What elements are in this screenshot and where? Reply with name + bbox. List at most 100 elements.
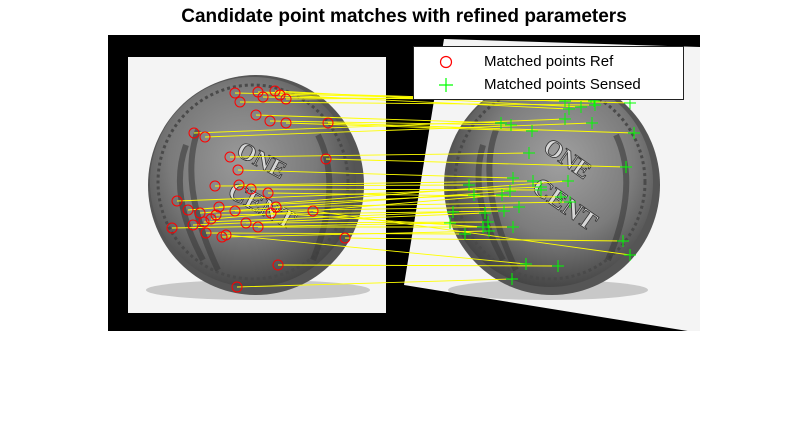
match-line — [193, 118, 566, 134]
match-line — [275, 201, 571, 208]
ref-point-marker — [322, 117, 334, 129]
sensed-point-marker — [495, 117, 507, 129]
legend: Matched points Ref Matched points Sensed — [413, 46, 684, 100]
sensed-point-marker — [535, 181, 547, 193]
circle-marker-icon — [439, 55, 453, 69]
match-line — [210, 194, 503, 220]
match-line — [285, 122, 533, 132]
ref-point-marker — [210, 209, 222, 221]
match-line — [225, 234, 527, 265]
sensed-point-marker — [498, 205, 510, 217]
match-line — [234, 206, 520, 212]
legend-entry-ref: Matched points Ref — [414, 51, 683, 73]
sensed-point-marker — [507, 172, 519, 184]
ref-point-marker — [245, 183, 257, 195]
sensed-point-marker — [483, 225, 495, 237]
ref-point-marker — [171, 195, 183, 207]
sensed-point-marker — [624, 249, 636, 261]
match-line — [221, 230, 490, 238]
ref-point-marker — [232, 164, 244, 176]
sensed-point-marker — [575, 101, 587, 113]
match-line — [325, 158, 627, 168]
sensed-point-marker — [482, 216, 494, 228]
match-line — [176, 186, 542, 202]
sensed-point-marker — [523, 147, 535, 159]
ref-point-marker — [280, 117, 292, 129]
sensed-point-marker — [563, 103, 575, 115]
ref-point-marker — [240, 217, 252, 229]
match-line — [312, 210, 631, 256]
ref-point-marker — [229, 205, 241, 217]
sensed-point-marker — [526, 125, 538, 137]
ref-point-marker — [339, 232, 351, 244]
match-line — [344, 237, 624, 242]
ref-point-marker — [272, 259, 284, 271]
match-line — [238, 180, 534, 186]
ref-point-marker — [198, 216, 210, 228]
legend-label-ref: Matched points Ref — [484, 53, 614, 70]
sensed-point-marker — [505, 119, 517, 131]
ref-point-marker — [233, 179, 245, 191]
match-line — [255, 114, 502, 124]
ref-point-marker — [209, 180, 221, 192]
match-line — [250, 188, 542, 191]
sensed-point-marker — [447, 206, 459, 218]
ref-point-marker — [234, 96, 246, 108]
sensed-markers — [444, 91, 640, 285]
plus-marker-icon — [439, 78, 453, 92]
sensed-point-marker — [628, 127, 640, 139]
ref-point-marker — [307, 205, 319, 217]
ref-point-marker — [188, 127, 200, 139]
sensed-point-marker — [507, 221, 519, 233]
ref-point-marker — [187, 219, 199, 231]
match-line — [214, 184, 470, 187]
match-line — [192, 212, 486, 226]
sensed-point-marker — [468, 189, 480, 201]
sensed-point-marker — [527, 175, 539, 187]
legend-entry-sensed: Matched points Sensed — [414, 74, 683, 96]
match-line — [237, 169, 514, 179]
sensed-point-marker — [552, 260, 564, 272]
ref-markers — [166, 85, 351, 293]
match-line — [205, 232, 466, 235]
match-line — [327, 122, 635, 134]
ref-point-marker — [262, 187, 274, 199]
ref-point-marker — [166, 222, 178, 234]
ref-point-marker — [194, 207, 206, 219]
ref-point-marker — [264, 115, 276, 127]
sensed-point-marker — [559, 113, 571, 125]
sensed-point-marker — [520, 258, 532, 270]
match-line — [279, 94, 570, 110]
match-line — [229, 152, 530, 158]
ref-point-marker — [320, 153, 332, 165]
sensed-point-marker — [617, 235, 629, 247]
legend-label-sensed: Matched points Sensed — [484, 76, 641, 93]
match-scene: ONE CENT ONE CENT — [128, 39, 700, 331]
ref-point-marker — [280, 93, 292, 105]
sensed-point-marker — [555, 191, 567, 203]
match-line — [236, 278, 513, 288]
sensed-point-marker — [513, 201, 525, 213]
ref-point-marker — [213, 201, 225, 213]
sensed-point-marker — [620, 161, 632, 173]
match-lines — [171, 90, 635, 288]
ref-point-marker — [199, 131, 211, 143]
sensed-point-marker — [463, 179, 475, 191]
match-line — [269, 120, 512, 126]
ref-point-marker — [265, 207, 277, 219]
match-line — [277, 264, 559, 267]
match-line — [245, 221, 489, 224]
ref-point-marker — [257, 91, 269, 103]
sensed-point-marker — [586, 117, 598, 129]
match-line — [267, 192, 562, 198]
sensed-point-marker — [506, 273, 518, 285]
ref-point-marker — [250, 109, 262, 121]
sensed-point-marker — [479, 207, 491, 219]
sensed-point-marker — [459, 228, 471, 240]
sensed-point-marker — [444, 217, 456, 229]
sensed-point-marker — [564, 196, 576, 208]
ref-point-marker — [252, 221, 264, 233]
ref-point-marker — [220, 229, 232, 241]
ref-point-marker — [182, 204, 194, 216]
ref-point-marker — [231, 281, 243, 293]
